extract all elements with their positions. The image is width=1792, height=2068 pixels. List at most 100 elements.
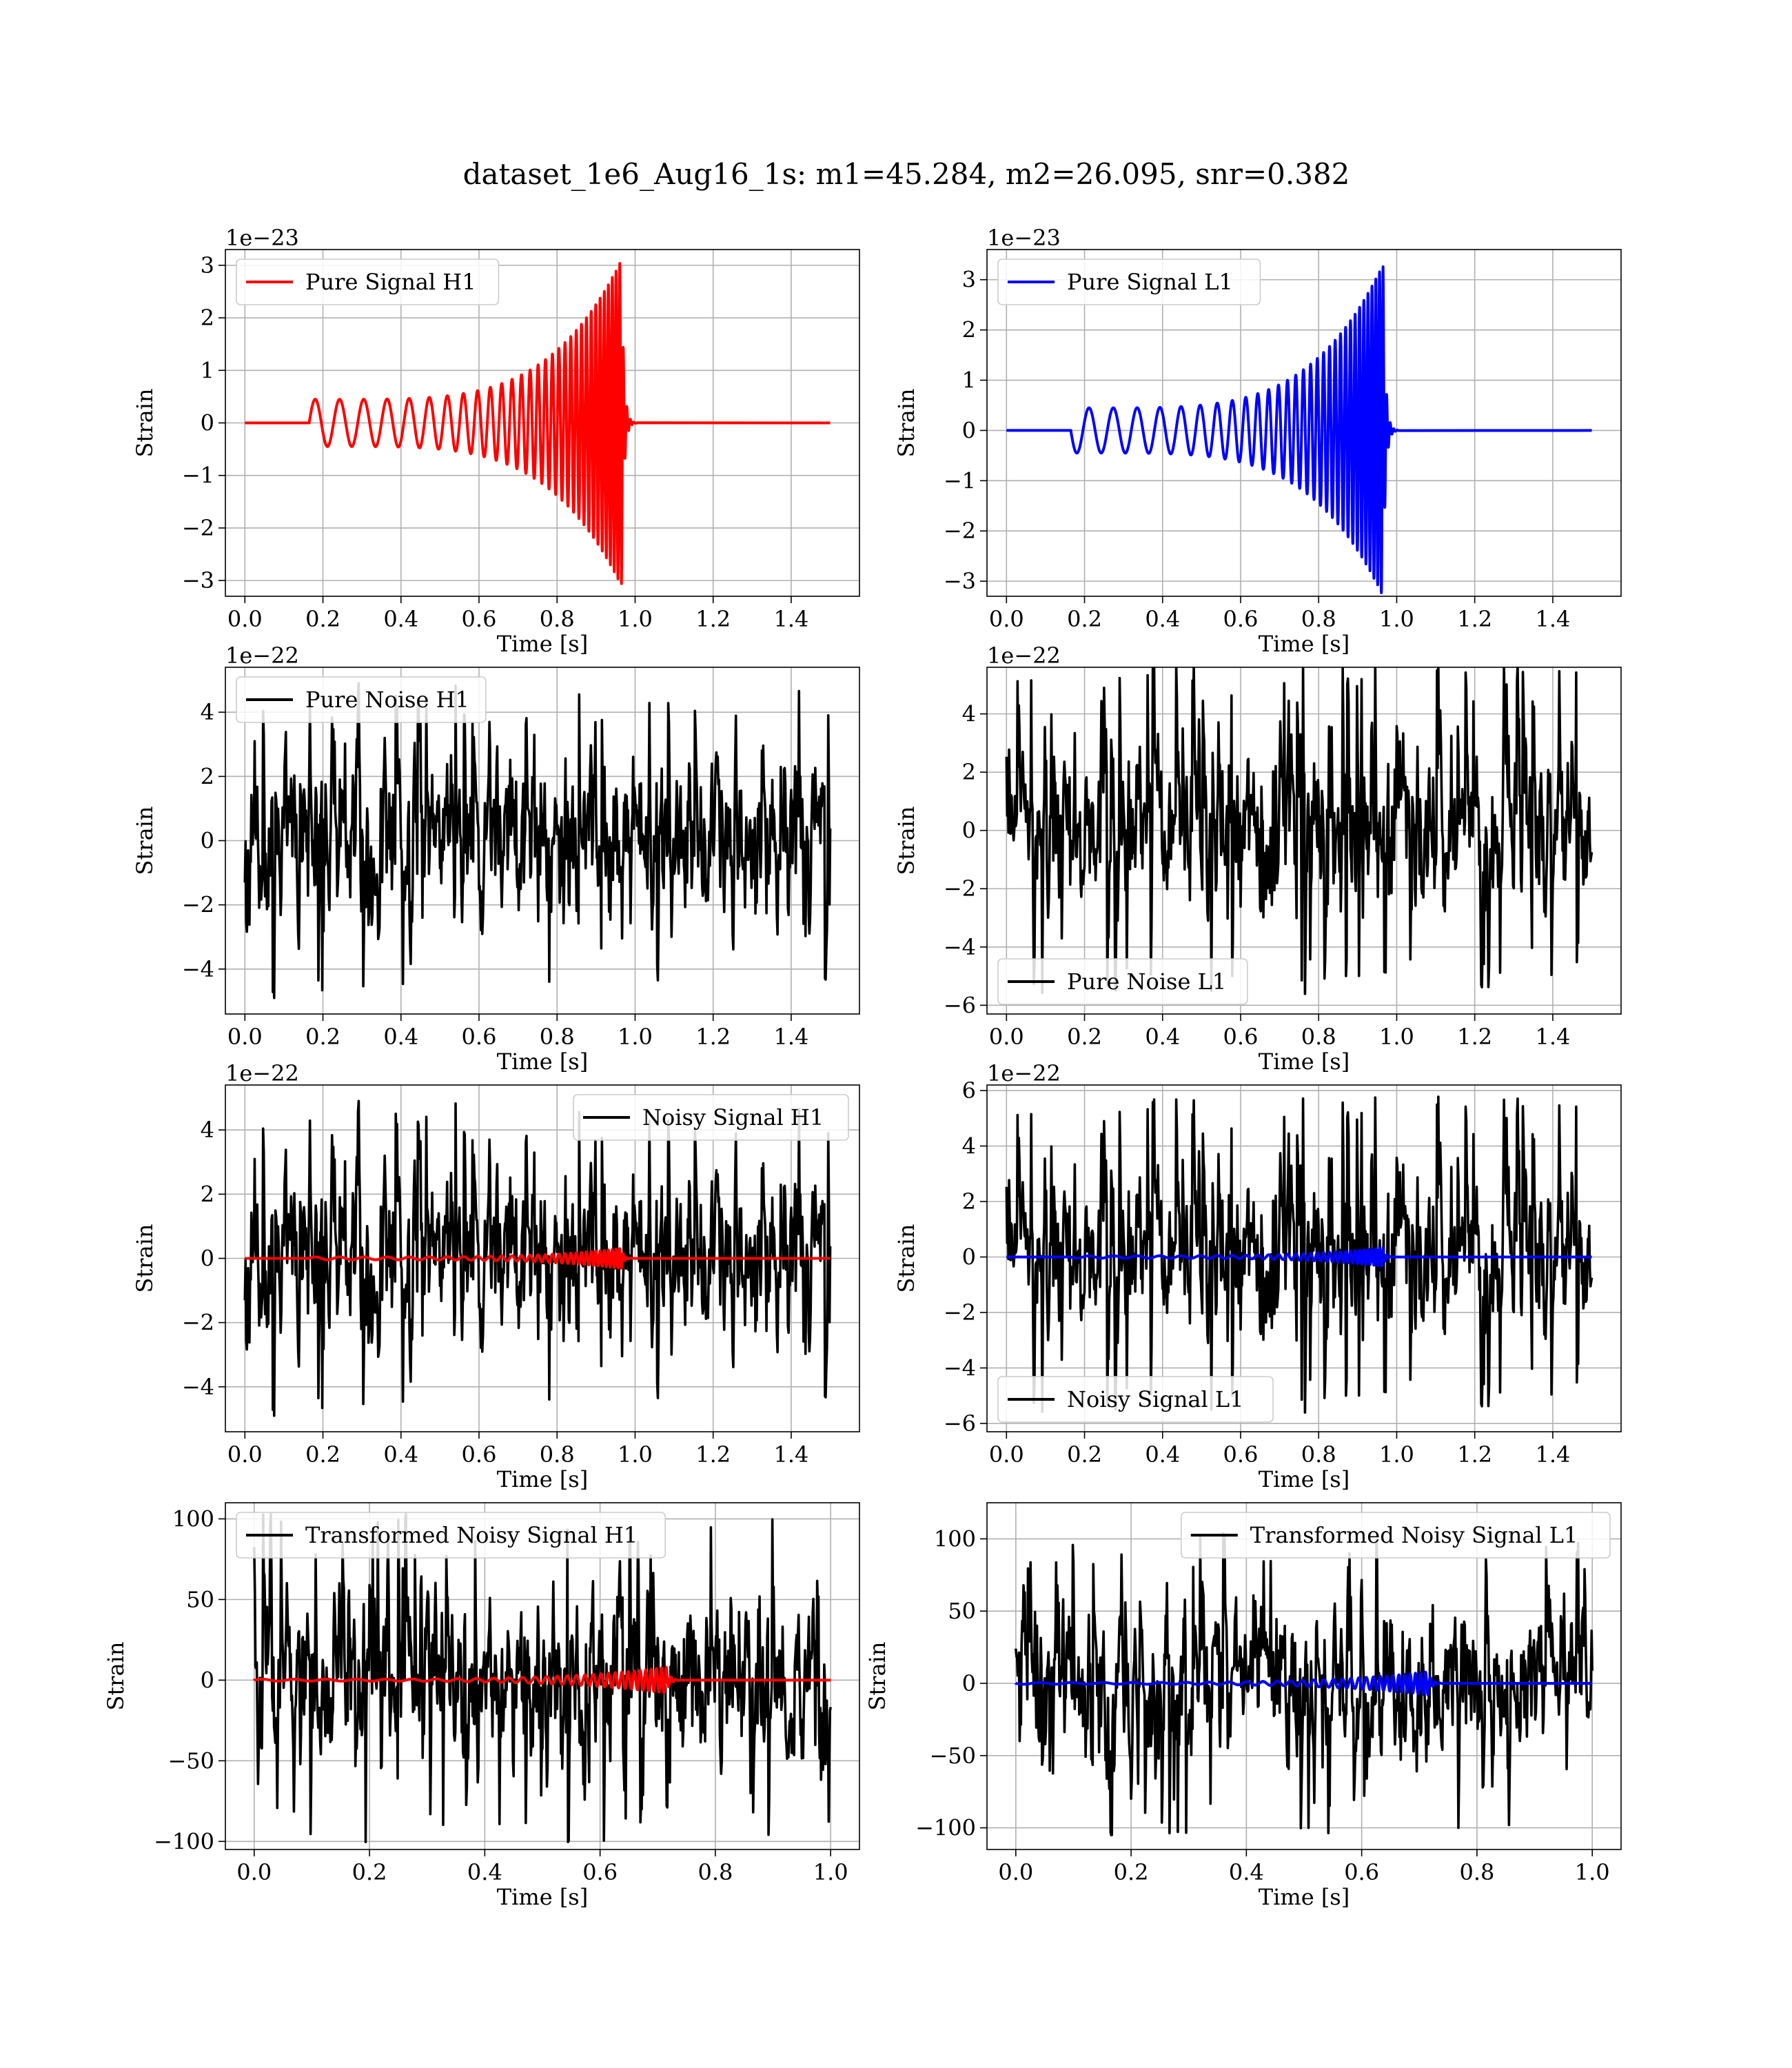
legend: Pure Noise L1 [997,958,1248,1005]
legend-box [1181,1512,1611,1559]
x-tick-label: 1.0 [1379,606,1414,632]
figure-title: dataset_1e6_Aug16_1s: m1=45.284, m2=26.0… [462,157,1350,191]
x-axis-label: Time [s] [1259,1048,1350,1075]
x-axis-label: Time [s] [497,1884,588,1910]
chart-pure-signal-l1: 0.0 0.2 0.4 0.6 0.8 1.0 1.2 1.4 −3 −2 −1 0 1 2 3 1e−23 T… [893,225,1622,657]
x-tick-label: 0.8 [1301,1441,1336,1468]
legend-box [573,1094,849,1141]
x-tick-label: 0.8 [1301,606,1336,632]
x-tick-label: 1.4 [1535,1024,1570,1050]
series-line [1015,1532,1594,1836]
legend: Pure Signal H1 [236,258,500,305]
x-tick-label: 0.6 [462,606,497,632]
x-tick-label: 0.8 [540,606,575,632]
x-tick-label: 0.0 [989,1441,1024,1468]
y-tick-label: −2 [944,1299,976,1326]
axes-frame [225,1502,860,1850]
x-tick-label: 0.8 [540,1441,575,1468]
x-tick-label: 1.0 [618,1441,653,1468]
series-line [1006,1246,1592,1268]
x-tick-label: 0.0 [227,606,263,632]
y-tick-label: 2 [962,759,976,785]
x-tick-label: 1.0 [618,1024,653,1050]
x-tick-label: 0.6 [1223,1024,1259,1050]
y-tick-label: 3 [962,267,976,293]
x-tick-label: 1.2 [1457,1024,1492,1050]
offset-text: 1e−23 [225,225,299,251]
series-line [1005,1095,1594,1414]
y-tick-label: −100 [915,1815,976,1841]
plot-area [1005,667,1594,995]
y-tick-label: −1 [182,463,214,489]
offset-text: 1e−23 [987,225,1061,251]
y-tick-label: 4 [201,1117,214,1143]
y-tick-label: −4 [182,956,214,982]
x-tick-label: 1.2 [695,1024,731,1050]
y-axis-label: Strain [132,1224,158,1293]
x-tick-label: 1.0 [813,1859,848,1885]
series-line [243,682,832,1000]
x-tick-label: 1.4 [773,1441,808,1468]
y-tick-label: −50 [929,1743,976,1769]
y-tick-label: 0 [201,828,214,854]
x-axis-label: Time [s] [497,1466,588,1492]
x-tick-label: 0.4 [1229,1859,1264,1885]
plot-area [1014,1532,1594,1836]
x-tick-label: 1.2 [1457,1441,1492,1468]
y-tick-label: 1 [962,367,976,394]
legend-box [236,676,487,723]
x-axis-label: Time [s] [1259,631,1350,657]
series-line [253,1512,832,1843]
y-tick-label: −2 [182,515,214,541]
legend-box [997,1376,1274,1423]
plot-area [243,1099,832,1417]
legend-label: Pure Signal H1 [305,269,476,295]
y-tick-label: −3 [182,567,214,594]
x-tick-label: 1.4 [773,606,808,632]
y-tick-label: 2 [201,1181,214,1207]
y-tick-label: −6 [944,1410,976,1437]
y-tick-label: 3 [201,252,214,278]
chart-noisy-signal-h1: 0.0 0.2 0.4 0.6 0.8 1.0 1.2 1.4 −4 −2 0 2 4 1e−22 Time… [132,1060,860,1492]
y-tick-label: −6 [944,992,976,1018]
x-tick-label: 0.6 [462,1441,497,1468]
chart-pure-noise-h1: 0.0 0.2 0.4 0.6 0.8 1.0 1.2 1.4 −4 −2 0 2 4 1e−22 Time… [132,642,860,1075]
chart-noisy-signal-l1: 0.0 0.2 0.4 0.6 0.8 1.0 1.2 1.4 −6 −4 −2 0 2 4 6 1e−22 T… [893,1060,1622,1492]
legend: Transformed Noisy Signal L1 [1181,1512,1611,1559]
legend: Pure Signal L1 [997,258,1261,305]
y-axis-label: Strain [132,807,158,875]
legend-label: Noisy Signal L1 [1067,1386,1244,1412]
legend-label: Transformed Noisy Signal L1 [1250,1522,1578,1548]
x-tick-label: 0.4 [467,1859,502,1885]
y-tick-label: 0 [201,410,214,436]
y-tick-label: −4 [944,934,976,960]
x-tick-label: 1.4 [1535,1441,1570,1468]
y-tick-label: 1 [201,357,214,383]
x-tick-label: 0.2 [305,1024,340,1050]
series-line [243,1099,832,1417]
x-tick-label: 1.0 [618,606,653,632]
y-axis-label: Strain [893,807,919,875]
x-tick-label: 0.0 [989,1024,1024,1050]
y-tick-label: 4 [962,701,976,727]
y-tick-label: −50 [167,1747,214,1774]
chart-transformed-noisy-signal-h1: 0.0 0.2 0.4 0.6 0.8 1.0 −100 −50 0 50 100 Time [s] S… [103,1502,860,1910]
y-tick-label: −3 [944,568,976,594]
x-tick-label: 0.4 [383,1441,418,1468]
x-tick-label: 0.2 [305,1441,340,1468]
series-line [1005,667,1594,995]
y-axis-label: Strain [103,1642,129,1711]
x-tick-label: 0.6 [1223,606,1259,632]
x-tick-label: 0.8 [1301,1024,1336,1050]
y-tick-label: 2 [201,763,214,789]
x-tick-label: 1.0 [1379,1024,1414,1050]
axes-frame [986,249,1622,597]
x-tick-label: 0.2 [1067,606,1102,632]
y-tick-label: −4 [182,1374,214,1400]
y-tick-label: 2 [201,305,214,331]
y-tick-label: 100 [934,1525,976,1552]
x-tick-label: 0.4 [1145,606,1180,632]
y-tick-label: 50 [948,1598,976,1624]
x-axis-label: Time [s] [497,631,588,657]
